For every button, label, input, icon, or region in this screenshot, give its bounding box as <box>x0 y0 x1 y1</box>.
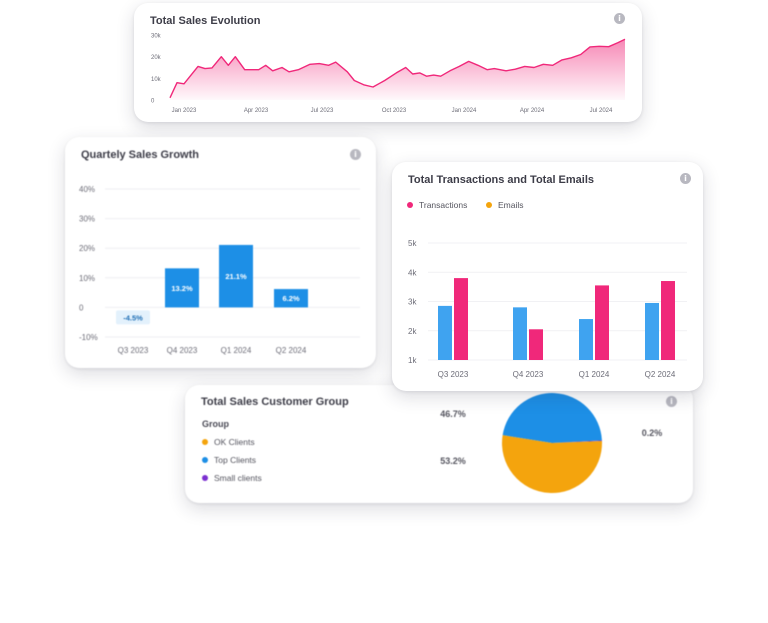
pie-slice <box>502 435 603 494</box>
y-tick-label: 30% <box>79 215 95 224</box>
x-tick-label: Q2 2024 <box>645 370 676 379</box>
x-tick-label: Q2 2024 <box>276 346 307 355</box>
y-tick-label: 1k <box>408 356 417 365</box>
emails-bar <box>595 285 609 360</box>
growth-bar <box>219 244 253 308</box>
legend-dot <box>202 475 208 481</box>
y-tick-label: 10% <box>79 274 95 283</box>
info-icon[interactable]: i <box>680 173 691 184</box>
legend-label: Transactions <box>419 200 468 210</box>
x-tick-label: Jan 2024 <box>452 108 477 114</box>
x-tick-label: Q1 2024 <box>579 370 610 379</box>
bar-value-label: -4.5% <box>123 313 143 322</box>
y-tick-label: 3k <box>408 298 417 307</box>
card-title: Total Sales Evolution <box>150 15 261 27</box>
legend-item-top-clients[interactable]: Top Clients <box>202 455 256 465</box>
x-tick-label: Jul 2024 <box>590 108 613 114</box>
pie-slice <box>502 393 602 443</box>
info-icon[interactable]: i <box>614 13 625 24</box>
sales-area <box>170 39 625 100</box>
pie-slice <box>552 440 602 443</box>
transactions-chart: 5k 4k 3k 2k 1k Q3 2023 Q4 2023 Q1 2024 Q2 2024 <box>408 239 687 379</box>
legend-dot <box>202 457 208 463</box>
transactions-bar <box>579 319 593 360</box>
legend-item-emails[interactable]: Emails <box>486 200 524 210</box>
growth-bar <box>274 289 308 308</box>
legend-label: Small clients <box>214 473 262 483</box>
legend-item-ok-clients[interactable]: OK Clients <box>202 437 255 447</box>
transactions-card: Total Transactions and Total Emails i Tr… <box>392 162 703 391</box>
x-tick-label: Q4 2023 <box>167 346 198 355</box>
y-tick-label: 30k <box>151 34 162 40</box>
y-tick-label: 40% <box>79 185 95 194</box>
negative-value-box <box>116 310 150 325</box>
customer-group-pie: 46.7% 53.2% 0.2% <box>440 393 663 494</box>
sales-line <box>169 38 626 99</box>
sales-evolution-chart: 0 10k 20k 30k Jan 2023 Apr 2023 Jul 2023 Oct 20… <box>151 34 626 114</box>
card-title: Total Sales Customer Group <box>201 396 349 408</box>
y-tick-label: 20k <box>151 55 162 61</box>
emails-bar <box>661 281 675 360</box>
legend-label: Emails <box>498 200 524 210</box>
legend-label: OK Clients <box>214 437 255 447</box>
customer-group-card: Total Sales Customer Group i Group OK Cl… <box>185 385 693 503</box>
emails-bar <box>454 278 468 360</box>
bar-value-label: 6.2% <box>282 294 299 303</box>
transactions-bar <box>645 302 659 360</box>
card-title: Total Transactions and Total Emails <box>408 174 595 186</box>
x-tick-label: Q3 2023 <box>118 346 149 355</box>
x-tick-label: Q3 2023 <box>438 370 469 379</box>
x-tick-label: Q4 2023 <box>513 370 544 379</box>
x-tick-label: Oct 2023 <box>382 108 407 114</box>
transactions-bar <box>513 307 527 360</box>
quarterly-growth-chart: 40% 30% 20% 10% 0 -10% -4.5% Q3 2023 13.2% Q4 202… <box>79 185 360 355</box>
bar-value-label: 13.2% <box>171 284 193 293</box>
x-tick-label: Apr 2024 <box>520 108 545 114</box>
transactions-bar <box>438 305 452 360</box>
emails-bar <box>529 329 543 360</box>
y-tick-label: 10k <box>151 77 162 83</box>
legend-dot <box>486 202 492 208</box>
y-tick-label: 0 <box>151 99 155 105</box>
legend-title: Group <box>202 419 229 429</box>
legend-dot <box>202 439 208 445</box>
card-title: Quartely Sales Growth <box>81 149 199 161</box>
y-tick-label: 2k <box>408 327 417 336</box>
x-tick-label: Jan 2023 <box>172 108 197 114</box>
y-tick-label: 4k <box>408 268 417 277</box>
legend-item-transactions[interactable]: Transactions <box>407 200 467 210</box>
y-tick-label: 5k <box>408 239 417 248</box>
sales-evolution-card: Total Sales Evolution i 0 10k 20k 30k Jan 20… <box>134 3 642 122</box>
info-icon[interactable]: i <box>666 396 677 407</box>
y-tick-label: 20% <box>79 244 95 253</box>
x-tick-label: Jul 2023 <box>311 108 334 114</box>
pie-value-label: 53.2% <box>440 456 466 466</box>
legend-item-small-clients[interactable]: Small clients <box>202 473 262 483</box>
pie-value-label: 46.7% <box>440 409 466 419</box>
info-icon[interactable]: i <box>350 149 361 160</box>
growth-bar <box>165 268 199 308</box>
quarterly-growth-card: Quartely Sales Growth i 40% 30% 20% 10% 0 -10… <box>65 137 376 368</box>
y-tick-label: 0 <box>79 303 84 312</box>
legend-dot <box>407 202 413 208</box>
legend-label: Top Clients <box>214 455 257 465</box>
x-tick-label: Apr 2023 <box>244 108 269 114</box>
x-tick-label: Q1 2024 <box>221 346 252 355</box>
pie-value-label: 0.2% <box>642 428 663 438</box>
bar-value-label: 21.1% <box>225 272 247 281</box>
y-tick-label: -10% <box>79 333 98 342</box>
